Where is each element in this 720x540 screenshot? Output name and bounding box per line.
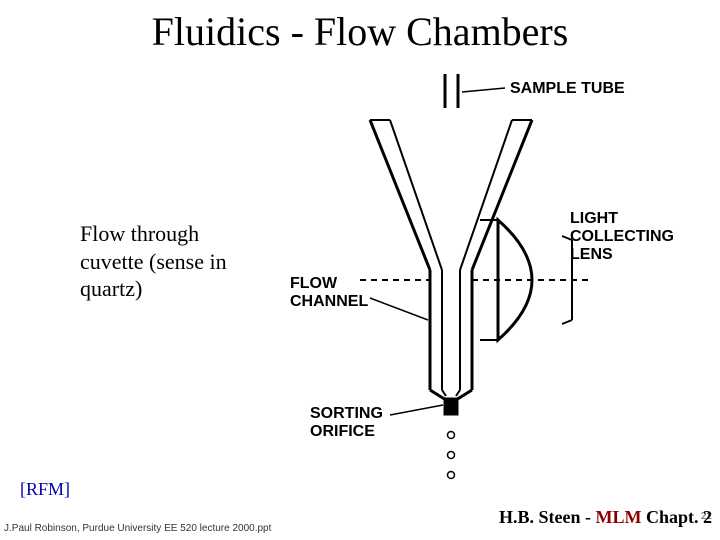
subtitle-text: Flow through cuvette (sense in quartz) xyxy=(80,220,260,303)
slide-title: Fluidics - Flow Chambers xyxy=(0,8,720,55)
footer-right-suffix: Chapt. 2 xyxy=(641,507,712,527)
footer-right-mlm: MLM xyxy=(596,507,642,527)
label-flow-channel: FLOW CHANNEL xyxy=(290,275,368,311)
flow-chamber-diagram: SAMPLE TUBE FLOW CHANNEL LIGHT COLLECTIN… xyxy=(300,70,690,510)
footer-right-prefix: H.B. Steen - xyxy=(499,507,596,527)
footer-left: J.Paul Robinson, Purdue University EE 52… xyxy=(4,523,271,534)
label-sample-tube: SAMPLE TUBE xyxy=(510,80,625,98)
reference-tag: [RFM] xyxy=(20,479,70,500)
label-light-lens: LIGHT COLLECTING LENS xyxy=(570,210,674,264)
footer-right: H.B. Steen - MLM Chapt. 2 xyxy=(499,507,712,528)
label-sorting-orifice: SORTING ORIFICE xyxy=(310,405,383,441)
